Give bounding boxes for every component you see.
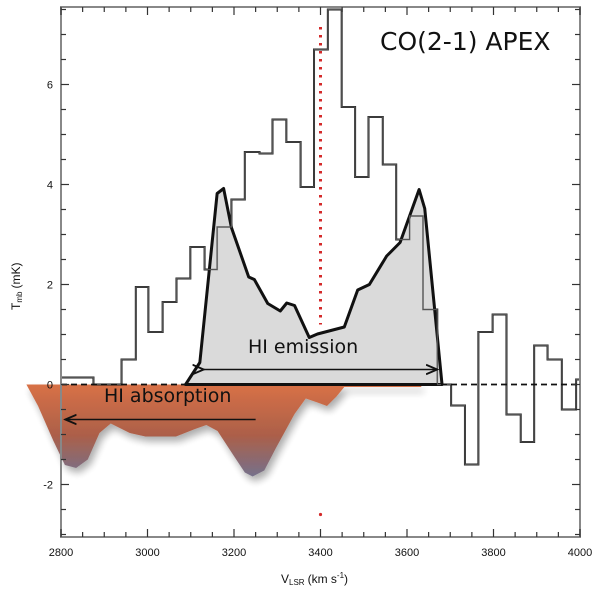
x-tick-label: 3800 <box>481 547 505 559</box>
x-tick-label: 3000 <box>135 547 159 559</box>
x-tick-label: 4000 <box>568 547 592 559</box>
y-tick-label: 2 <box>47 280 53 292</box>
hi-absorption-area <box>26 384 422 477</box>
chart-title: CO(2-1) APEX <box>380 27 551 56</box>
x-axis-label: VLSR (km s-1) <box>281 571 348 587</box>
x-tick-label: 3600 <box>395 547 419 559</box>
co-histogram-overlay <box>61 8 580 466</box>
y-axis-label: Tmb(mK) <box>9 263 24 310</box>
x-tick-label: 3200 <box>222 547 246 559</box>
y-tick-label: 6 <box>47 80 53 92</box>
y-tick-label: 0 <box>47 380 53 392</box>
x-tick-label: 3400 <box>308 547 332 559</box>
y-tick-label: 4 <box>47 180 53 192</box>
annotation-hi-absorption: HI absorption <box>104 385 231 407</box>
plot-frame <box>60 6 581 538</box>
y-tick-label: -2 <box>43 480 53 492</box>
x-tick-label: 2800 <box>49 547 73 559</box>
annotation-hi-emission: HI emission <box>248 336 358 358</box>
systemic-velocity-marker <box>318 512 323 517</box>
